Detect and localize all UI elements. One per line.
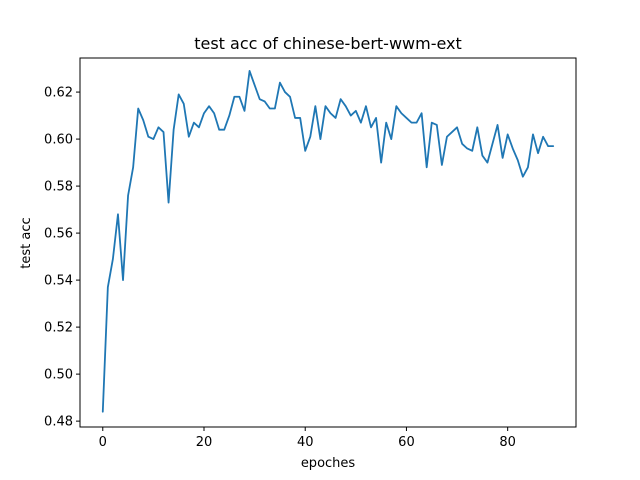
- x-tick-label: 40: [297, 435, 314, 450]
- x-tick-label: 60: [398, 435, 415, 450]
- y-tick-label: 0.62: [44, 86, 73, 101]
- y-tick-label: 0.52: [44, 321, 73, 336]
- x-tick-label: 0: [99, 435, 107, 450]
- y-tick-label: 0.56: [44, 227, 73, 242]
- axes-frame: [79, 57, 577, 428]
- x-tick-label: 80: [499, 435, 516, 450]
- y-tick-label: 0.60: [44, 133, 73, 148]
- x-axis-label: epoches: [301, 456, 356, 471]
- y-tick-label: 0.48: [44, 415, 73, 430]
- y-tick-label: 0.58: [44, 180, 73, 195]
- y-axis: 0.48 0.50 0.52 0.54 0.56 0.58 0.60 0.62: [44, 86, 80, 430]
- chart-title: test acc of chinese-bert-wwm-ext: [194, 34, 462, 53]
- y-axis-label: test acc: [19, 217, 34, 268]
- y-tick-label: 0.54: [44, 274, 73, 289]
- series-line-0: [101, 70, 555, 413]
- x-axis: 0 20 40 60 80: [99, 427, 516, 450]
- y-tick-label: 0.50: [44, 368, 73, 383]
- x-tick-label: 20: [196, 435, 213, 450]
- plot-area: [101, 70, 555, 413]
